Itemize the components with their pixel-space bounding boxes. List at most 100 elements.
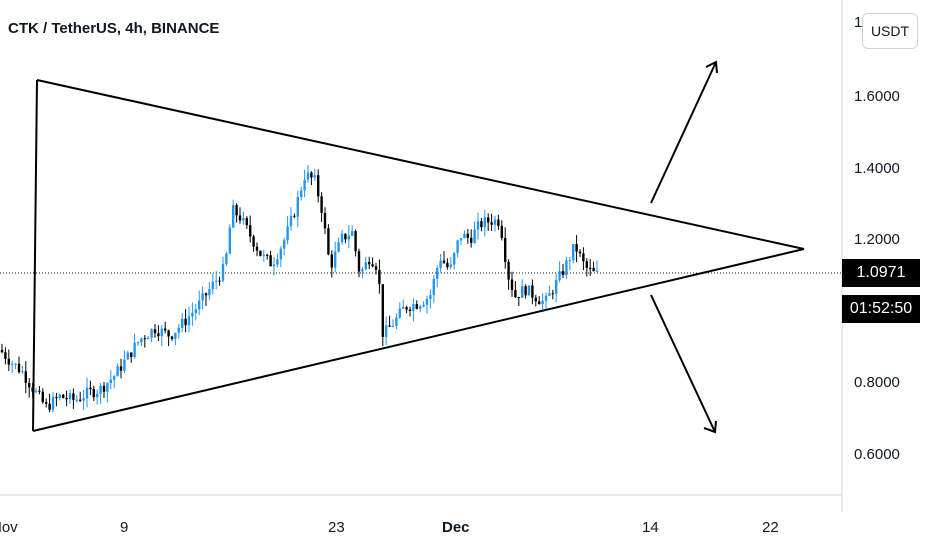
triangle-lower-trendline[interactable] [32,248,805,432]
triangle-upper-trendline[interactable] [36,79,805,250]
candle-body [276,259,279,265]
up-arrow-shaft [650,61,717,204]
candle-body [575,244,578,252]
candle-body [259,250,262,256]
candle-body [323,212,327,229]
candle-body [470,237,473,243]
candle-body [106,383,109,392]
candle-body [269,255,272,267]
triangle-left-edge [32,79,38,432]
breakout-up-arrow[interactable] [650,60,718,204]
candle-body [82,398,85,401]
x-tick-label: 9 [120,519,128,536]
candle-body [385,325,388,337]
candle-body [527,285,531,296]
candle-body [330,254,333,268]
candle-body [238,215,242,221]
candle-body [398,308,401,318]
candle-body [337,242,340,252]
candle-body [296,197,299,217]
candle-body [524,286,527,296]
candle-body [408,309,412,311]
candle-body [75,399,78,401]
candle-body [439,260,442,269]
candle-body [48,403,51,410]
candle-body [62,394,65,398]
candle-body [442,260,446,263]
candle-body [500,225,503,238]
x-tick-label: 22 [762,519,779,536]
candle-body [538,301,541,305]
candle-body [109,379,112,384]
candle-body [140,338,143,343]
candle-body [242,218,245,221]
candle-body [96,393,99,398]
candle-body [72,393,75,400]
breakdown-down-arrow[interactable] [650,294,717,434]
y-tick-label: 1.2000 [854,231,900,248]
candle-body [381,284,384,337]
candle-body [565,260,568,275]
candle-body [218,280,221,282]
x-tick-label: 23 [328,519,345,536]
triangle-pattern[interactable] [32,79,805,432]
candle-body [279,248,282,260]
candle-body [228,227,231,254]
candle-body [92,389,95,398]
candle-body [289,215,293,227]
candle-body [28,382,31,388]
candle-body [592,267,595,272]
candles-group [0,164,599,413]
candle-body [24,371,27,383]
candle-body [102,385,106,392]
candle-body [266,254,269,256]
candle-body [313,175,316,178]
candle-body [293,215,296,217]
candle-body [55,397,58,399]
candle-body [113,376,116,380]
candle-body [245,218,248,226]
candle-body [41,391,44,403]
candle-body [160,328,163,337]
candle-body [184,318,187,326]
candle-body [572,244,575,261]
candle-body [548,293,551,296]
candle-body [11,363,14,365]
candle-body [347,235,350,240]
candle-body [232,205,235,228]
candle-body [119,366,123,371]
candle-body [306,172,310,180]
candle-body [164,328,167,331]
candle-body [327,228,330,255]
candle-body [361,269,364,272]
candle-body [320,196,323,213]
candle-body [480,221,483,228]
candle-body [534,297,537,302]
candle-body [310,172,313,178]
y-tick-label: 1.6000 [854,88,900,105]
candle-body [58,394,61,399]
x-tick-label: Dec [442,519,470,536]
y-tick-top-partial: 1 [854,14,862,31]
candle-body [507,261,510,280]
candle-body [517,297,520,299]
candle-body [153,329,157,334]
candle-body [368,262,371,265]
candle-body [130,352,133,358]
candle-body [510,279,514,291]
candle-body [133,342,136,358]
currency-unit-button[interactable]: USDT [862,13,918,49]
candle-body [99,385,102,394]
candle-body [429,294,432,299]
candle-body [412,304,415,311]
candle-body [476,221,480,230]
candle-body [402,307,405,309]
candle-body [514,290,517,298]
candle-body [388,325,391,327]
candle-body [21,371,24,373]
candle-body [483,217,486,228]
candle-body [432,278,435,295]
candle-body [544,295,548,301]
candle-body [225,253,228,265]
